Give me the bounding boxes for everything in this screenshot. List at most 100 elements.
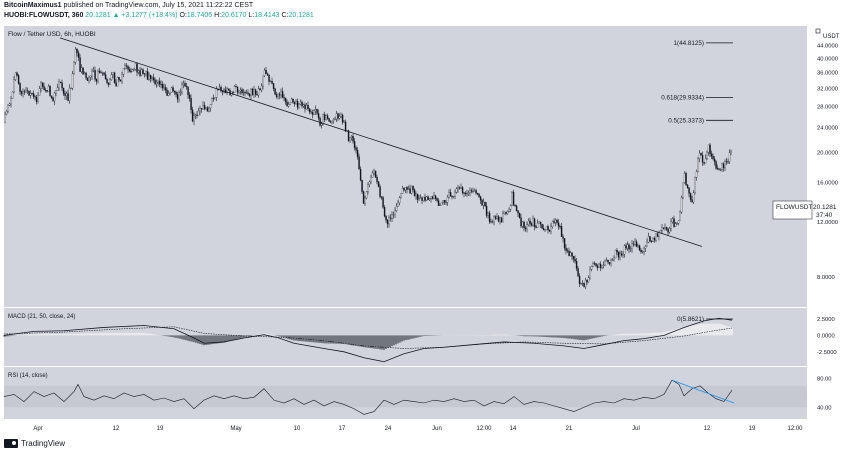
candle-body <box>262 75 264 87</box>
candle-body <box>563 238 566 249</box>
candle-body <box>331 120 333 123</box>
candle-body <box>272 83 275 89</box>
candle-body <box>161 84 164 88</box>
candle-body <box>527 220 530 225</box>
candle-body <box>697 158 699 172</box>
settings-icon[interactable] <box>815 28 821 34</box>
candle-body <box>496 216 498 219</box>
candle-body <box>37 95 39 102</box>
y-tick-label: 36.0000 <box>817 71 838 77</box>
candle-body <box>598 263 600 268</box>
candle-body <box>509 205 512 210</box>
publish-info: BitcoinMaximus1 published on TradingView… <box>4 2 253 9</box>
candle-body <box>137 70 140 73</box>
descending-trendline[interactable] <box>59 37 703 247</box>
symbol-price-tag <box>772 200 813 220</box>
candle-body <box>139 70 141 76</box>
up-arrow-icon: ▲ <box>112 12 120 19</box>
candle-body <box>56 87 59 91</box>
candle-body <box>289 102 291 105</box>
candle-body <box>259 88 261 91</box>
fibonacci-levels: 1(44.8125) 0.618(29.9334) 0.5(25.3373) 0(5.… <box>661 40 733 323</box>
macd-tick-label: -2.5000 <box>817 350 837 356</box>
candle-body <box>640 249 642 253</box>
candle-body <box>718 168 720 170</box>
candle-body <box>632 243 635 245</box>
candle-body <box>544 229 546 231</box>
candle-body <box>722 163 725 169</box>
candle-body <box>692 192 695 203</box>
candle-body <box>131 69 134 72</box>
candle-body <box>76 48 78 53</box>
candle-body <box>38 88 41 96</box>
macd-tick-label: 2.5000 <box>817 317 835 323</box>
candle-body <box>602 264 605 266</box>
candle-body <box>484 201 486 207</box>
candle-body <box>709 144 711 155</box>
candle-body <box>671 218 674 223</box>
candle-body <box>443 200 446 203</box>
candle-body <box>587 277 590 283</box>
candle-body <box>674 223 677 227</box>
candle-body <box>394 210 396 215</box>
high-value: 20.6170 <box>221 12 247 19</box>
candle-body <box>347 130 350 141</box>
candle-body <box>341 114 344 123</box>
candle-body <box>305 105 308 110</box>
candle-body <box>467 192 470 194</box>
candle-body <box>28 91 30 96</box>
candle-body <box>451 196 453 198</box>
candle-body <box>115 82 117 87</box>
fib-level-label: 0.5(25.3373) <box>668 117 704 124</box>
candle-body <box>47 86 50 92</box>
main-pane-background[interactable] <box>4 26 807 307</box>
candle-body <box>20 91 23 94</box>
fib-level-label: 0.618(29.9334) <box>661 95 704 102</box>
candle-body <box>469 190 471 193</box>
candle-body <box>89 75 92 78</box>
candle-body <box>710 153 713 157</box>
publisher-name[interactable]: BitcoinMaximus1 <box>4 2 62 9</box>
candle-body <box>196 114 198 116</box>
candle-body <box>575 261 578 269</box>
candle-body <box>599 263 602 268</box>
candle-body <box>362 191 365 204</box>
candle-body <box>179 91 182 94</box>
candle-body <box>655 233 657 241</box>
candle-body <box>620 253 623 256</box>
candle-body <box>145 71 147 74</box>
tradingview-logo-icon <box>4 439 18 449</box>
candle-body <box>127 66 129 70</box>
candle-body <box>256 94 258 96</box>
candle-body <box>133 69 135 71</box>
candle-body <box>460 187 462 189</box>
price-chart[interactable]: Apr 12 19 May 10 17 24 Jun 12:00 14 21 Jul 12 19 12:00… <box>0 26 850 436</box>
candle-body <box>73 62 75 74</box>
candle-body <box>328 118 330 122</box>
candle-body <box>724 161 726 169</box>
y-tick-label: 12.0000 <box>817 220 838 226</box>
rsi-trendline[interactable] <box>671 379 735 404</box>
candle-body <box>358 156 360 170</box>
candle-body <box>532 218 534 226</box>
candle-body <box>52 97 54 102</box>
price-change: +3.1277 (+18.4%) <box>121 12 178 19</box>
candle-body <box>211 98 213 105</box>
candle-body <box>421 197 423 201</box>
tradingview-logo[interactable]: TradingView <box>4 439 65 449</box>
candle-body <box>647 236 650 243</box>
candle-body <box>440 201 443 206</box>
price-scale[interactable] <box>807 26 850 419</box>
candle-body <box>86 77 89 81</box>
candle-body <box>634 241 636 245</box>
candle-body <box>193 115 195 122</box>
candle-body <box>236 86 239 93</box>
candle-body <box>704 158 707 164</box>
candle-body <box>698 153 701 159</box>
candle-body <box>604 260 606 266</box>
candle-body <box>404 187 407 191</box>
candle-body <box>46 90 48 92</box>
candle-body <box>625 245 627 249</box>
candle-body <box>682 182 684 198</box>
candle-body <box>520 217 522 227</box>
